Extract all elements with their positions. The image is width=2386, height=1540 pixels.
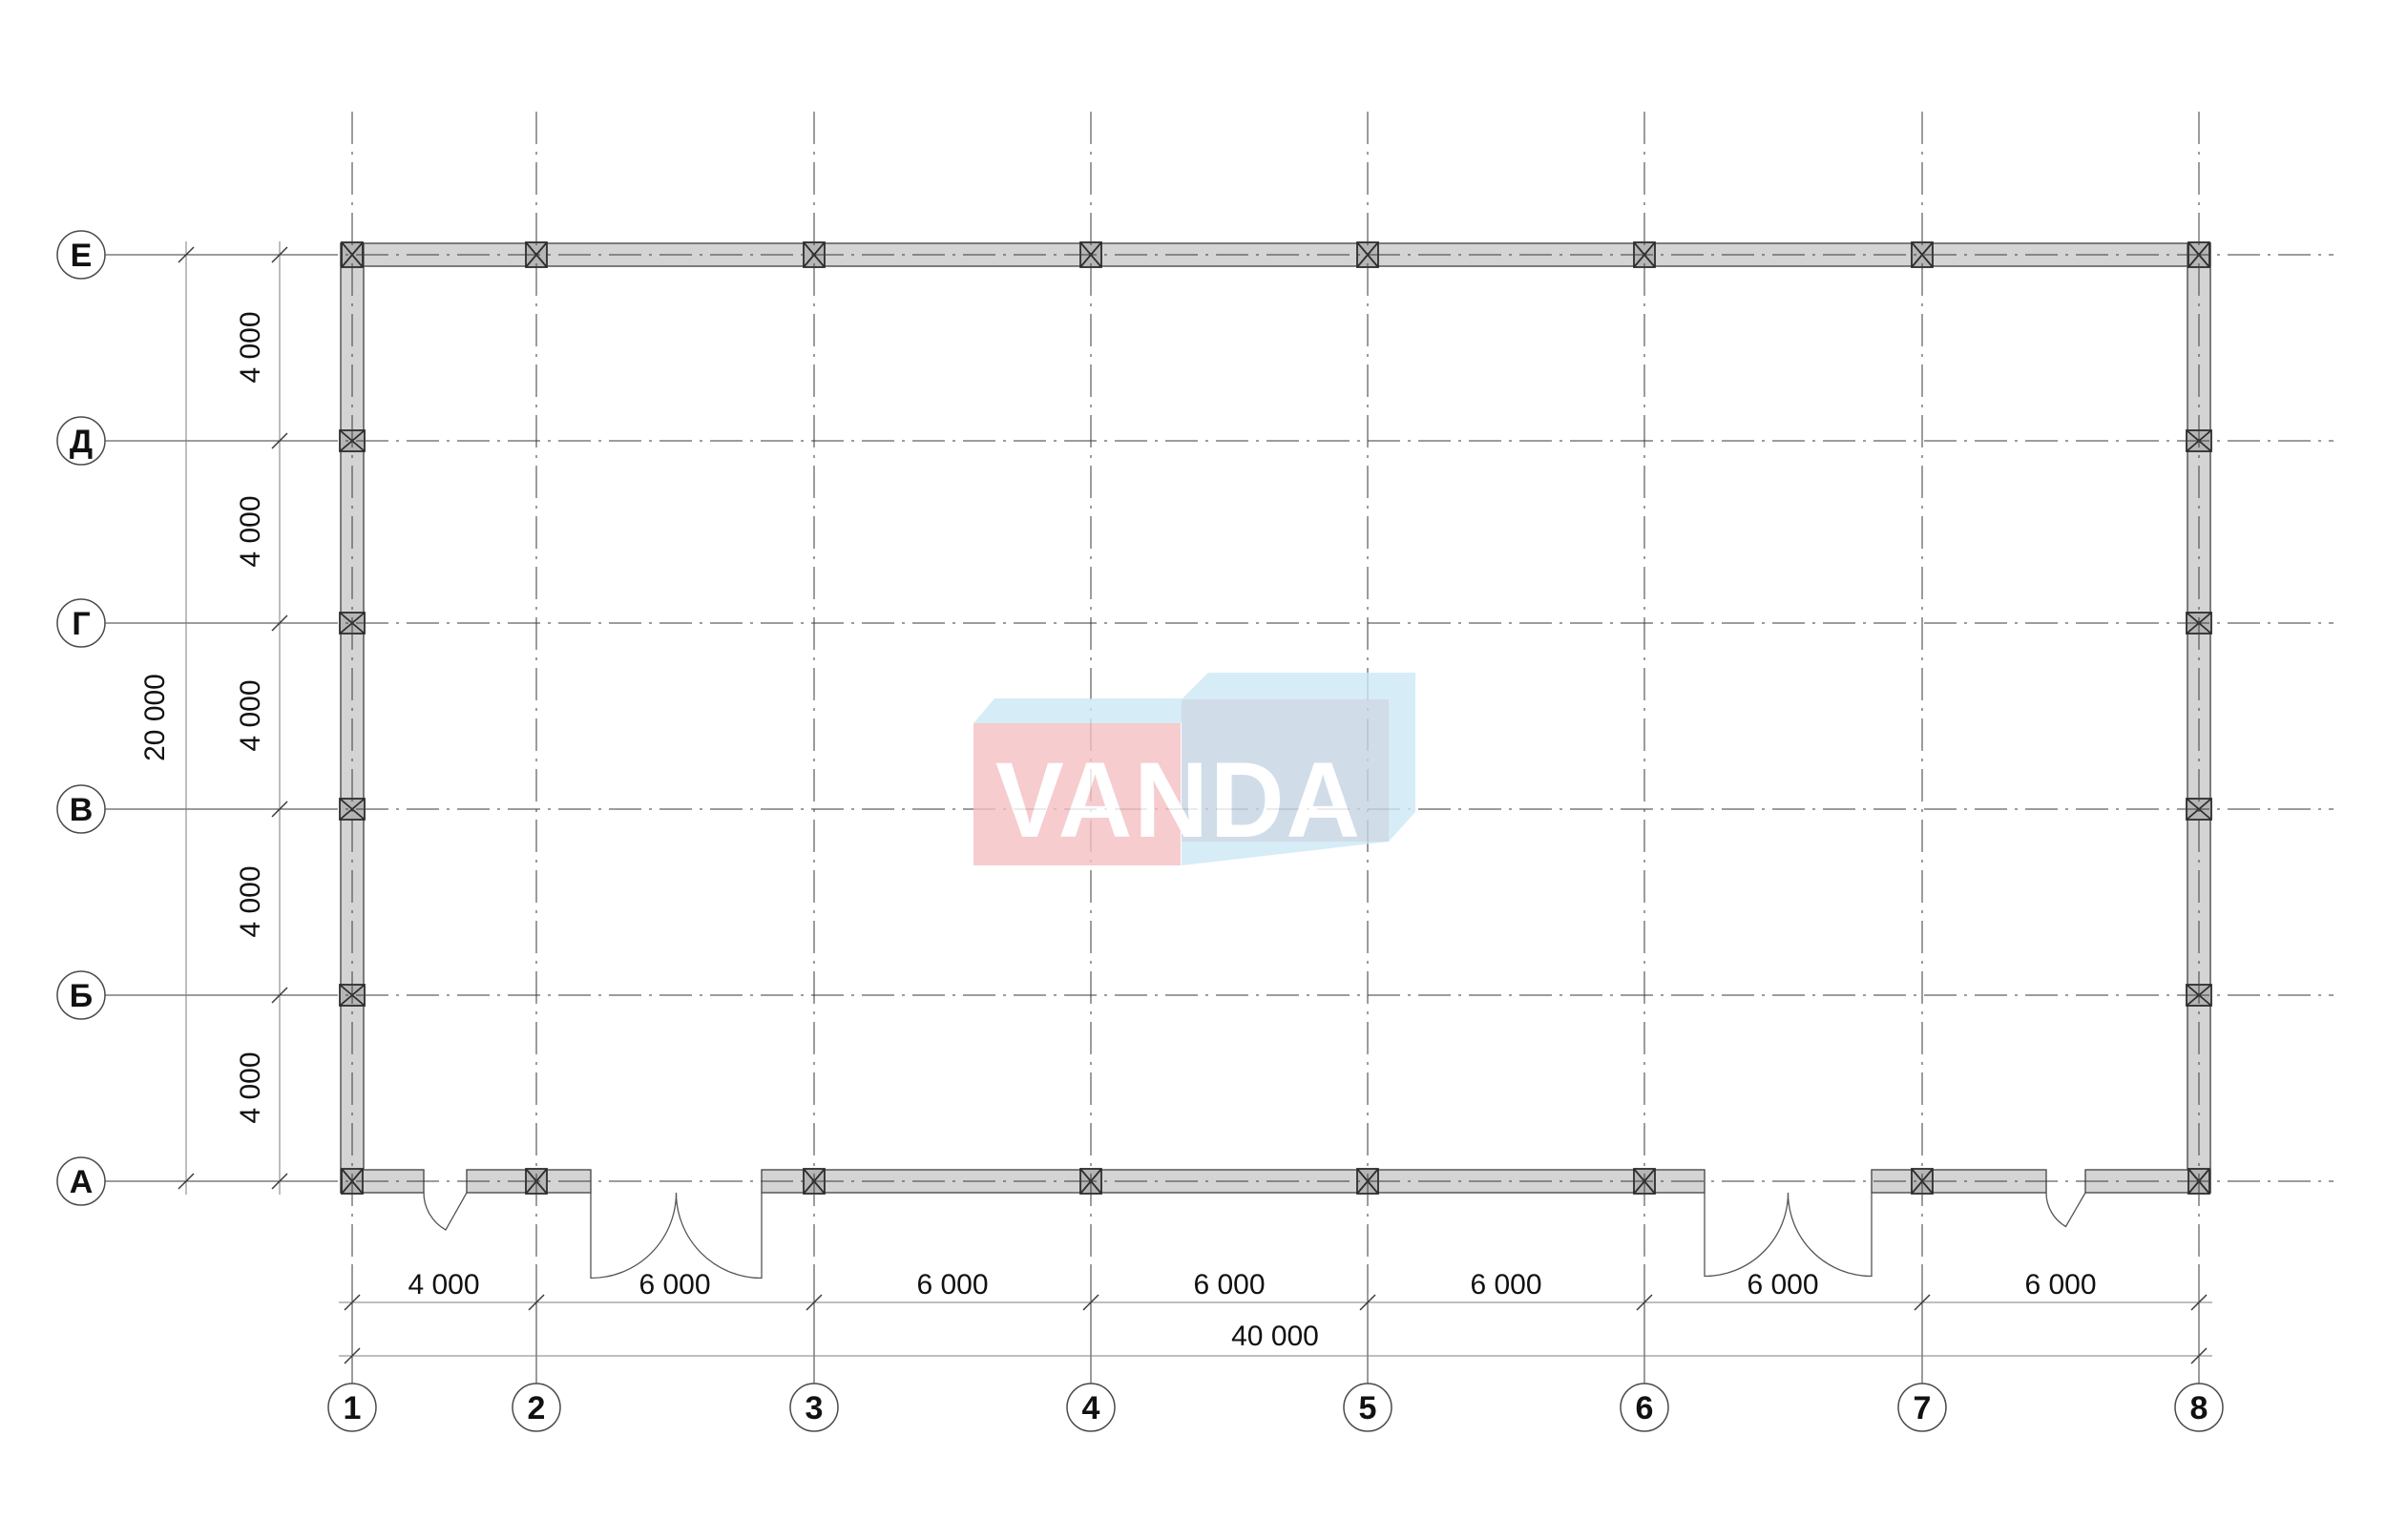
logo-wordmark: VANDA — [995, 740, 1362, 860]
logo-left-front-face — [973, 723, 1181, 865]
axis-lines — [105, 112, 2334, 1384]
row-label: Д — [70, 424, 93, 460]
dim-bottom-total: 40 000 — [1231, 1321, 1319, 1352]
col-bubble-6 — [1620, 1383, 1669, 1432]
dim-bottom-6: 6 000 — [1747, 1269, 1818, 1301]
door-single-right — [2045, 1192, 2086, 1228]
dim-bottom-3: 6 000 — [916, 1269, 988, 1301]
row-bubble-D — [56, 416, 106, 466]
door-double-right — [1704, 1192, 1873, 1278]
logo-right-front-face — [1182, 699, 1389, 842]
row-label: Б — [70, 978, 93, 1014]
dimension-ticks — [178, 246, 2208, 1364]
col-label: 5 — [1359, 1390, 1377, 1426]
dim-bottom-5: 6 000 — [1470, 1269, 1541, 1301]
row-bubble-V — [56, 784, 106, 834]
logo-right-top-face — [1182, 673, 1415, 699]
row-label: Е — [71, 238, 93, 274]
logo-left-top-face — [973, 698, 1202, 723]
axis-bubble-labels: Е Д Г В Б А 1 2 3 4 5 6 7 8 — [70, 238, 2208, 1426]
door-single-left — [423, 1192, 468, 1231]
dim-left-total: 20 000 — [139, 674, 171, 761]
row-bubble-A — [56, 1156, 106, 1206]
dim-left-5: 4 000 — [235, 1051, 266, 1123]
doors — [423, 1192, 2086, 1280]
row-label: В — [70, 792, 94, 828]
door-double-left — [590, 1192, 763, 1280]
dim-bottom-7: 6 000 — [2024, 1269, 2096, 1301]
col-label: 3 — [806, 1390, 824, 1426]
col-bubble-4 — [1066, 1383, 1116, 1432]
row-bubble-B — [56, 970, 106, 1020]
axis-bubbles — [56, 230, 2224, 1432]
logo-right-side-face — [1389, 673, 1415, 842]
col-bubble-2 — [512, 1383, 561, 1432]
dim-left-2: 4 000 — [235, 495, 266, 567]
col-label: 2 — [528, 1390, 546, 1426]
row-bubble-E — [56, 230, 106, 280]
col-label: 8 — [2190, 1390, 2208, 1426]
dimension-labels: 4 000 4 000 4 000 4 000 4 000 20 000 4 0… — [139, 311, 2097, 1352]
row-bubble-G — [56, 598, 106, 648]
col-bubble-7 — [1897, 1383, 1947, 1432]
row-label: Г — [72, 606, 90, 642]
dim-bottom-2: 6 000 — [638, 1269, 710, 1301]
col-bubble-1 — [327, 1383, 377, 1432]
col-label: 1 — [344, 1390, 362, 1426]
col-label: 6 — [1636, 1390, 1654, 1426]
dim-left-3: 4 000 — [235, 679, 266, 751]
col-label: 7 — [1914, 1390, 1932, 1426]
logo-right-bottom-face — [1182, 842, 1389, 865]
col-bubble-3 — [789, 1383, 839, 1432]
vanda-logo: VANDA — [973, 673, 1415, 865]
dim-bottom-4: 6 000 — [1193, 1269, 1265, 1301]
dim-left-1: 4 000 — [235, 311, 266, 383]
dimension-lines — [185, 241, 2212, 1357]
col-label: 4 — [1082, 1390, 1100, 1426]
dim-left-4: 4 000 — [235, 865, 266, 937]
dim-bottom-1: 4 000 — [408, 1269, 479, 1301]
row-label: А — [70, 1164, 94, 1200]
col-bubble-8 — [2174, 1383, 2224, 1432]
col-bubble-5 — [1343, 1383, 1392, 1432]
